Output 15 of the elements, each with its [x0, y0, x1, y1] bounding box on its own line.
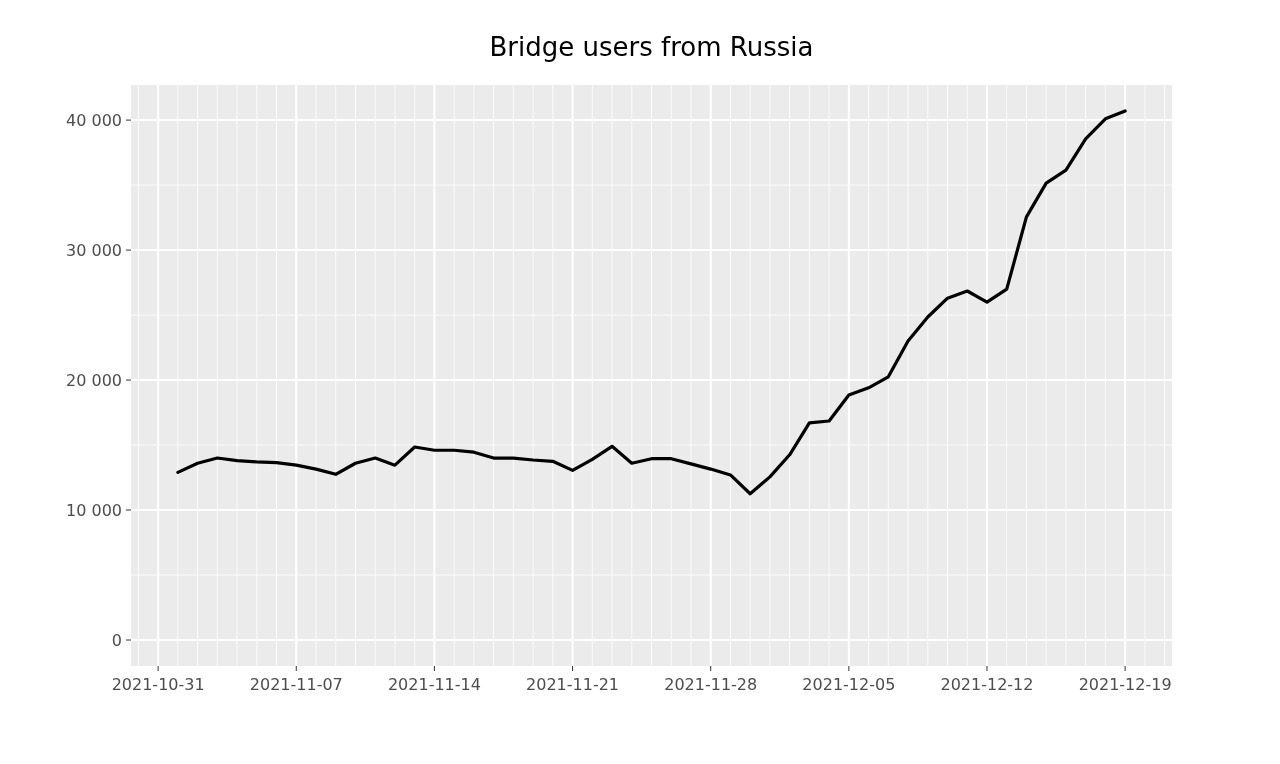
- x-tick-label: 2021-11-07: [249, 675, 343, 694]
- x-tick-label: 2021-12-19: [1078, 675, 1172, 694]
- x-tick-label: 2021-10-31: [111, 675, 205, 694]
- x-tick-label: 2021-12-05: [802, 675, 896, 694]
- x-tick-label: 2021-11-14: [387, 675, 481, 694]
- y-tick-label: 40 000: [66, 110, 122, 130]
- x-tick-label: 2021-12-12: [940, 675, 1034, 694]
- x-tick-label: 2021-11-21: [526, 675, 620, 694]
- y-tick-label: 30 000: [66, 240, 122, 260]
- x-tick-label: 2021-11-28: [664, 675, 758, 694]
- line-series: [176, 109, 1127, 496]
- y-tick-label: 0: [111, 630, 122, 650]
- chart-title: Bridge users from Russia: [489, 32, 814, 62]
- y-tick-label: 20 000: [66, 370, 122, 390]
- y-tick-label: 10 000: [66, 500, 122, 520]
